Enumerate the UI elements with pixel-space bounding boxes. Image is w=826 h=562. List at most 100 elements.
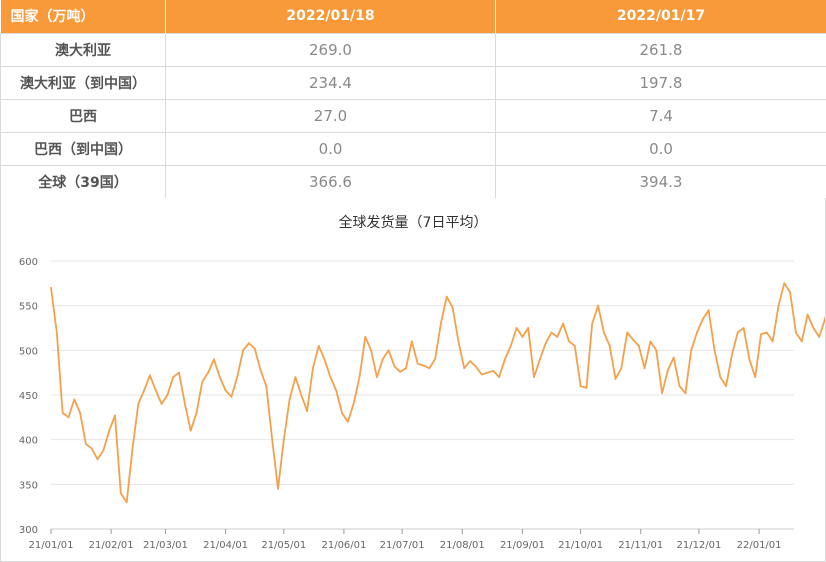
data-point [352, 403, 355, 405]
data-point [335, 389, 338, 392]
x-tick-label: 22/01/01 [737, 540, 782, 551]
data-point [713, 349, 716, 352]
data-point [795, 331, 797, 334]
data-point [277, 487, 279, 490]
data-point [218, 376, 221, 378]
data-point [242, 349, 245, 352]
data-point [451, 306, 454, 309]
data-point [748, 358, 751, 361]
data-point [114, 414, 116, 417]
table-row: 澳大利亚 269.0 261.8 [0, 32, 826, 67]
table-row: 全球（39国） 366.6 394.3 [0, 164, 826, 199]
row-name: 澳大利亚（到中国） [0, 65, 166, 100]
data-point [765, 331, 768, 334]
data-table: 国家（万吨） 2022/01/18 2022/01/17 澳大利亚 269.0 … [0, 0, 826, 199]
data-point [61, 412, 64, 414]
data-point [108, 429, 111, 432]
data-point [678, 385, 681, 387]
x-tick-label: 21/01/01 [29, 540, 74, 551]
x-tick-label: 21/03/01 [143, 540, 188, 551]
data-point [376, 376, 378, 378]
x-tick-label: 21/02/01 [89, 540, 134, 551]
data-point [178, 371, 180, 374]
data-point [562, 322, 564, 325]
data-point [771, 340, 774, 343]
data-point [544, 342, 547, 345]
x-tick-label: 21/09/01 [500, 540, 545, 551]
row-value-1: 0.0 [165, 131, 496, 166]
data-point [434, 358, 436, 361]
data-point [474, 365, 477, 368]
row-value-2: 394.3 [495, 164, 826, 199]
data-point [172, 376, 175, 378]
data-point [207, 371, 210, 374]
table-row: 巴西 27.0 7.4 [0, 98, 826, 133]
data-point [504, 358, 506, 361]
data-point [492, 370, 495, 372]
data-point [329, 376, 332, 378]
data-point [701, 318, 704, 320]
data-point [137, 403, 140, 405]
data-point [102, 449, 105, 452]
data-point [626, 331, 629, 334]
data-point [73, 398, 76, 401]
data-point [556, 336, 559, 338]
x-tick-label: 21/06/01 [321, 540, 366, 551]
data-point [643, 367, 646, 370]
data-point [707, 309, 710, 311]
data-point [533, 376, 535, 378]
data-point [515, 327, 518, 329]
data-point [370, 349, 372, 352]
y-tick-label: 550 [19, 302, 38, 313]
data-point [131, 447, 134, 450]
data-point [539, 358, 541, 361]
data-point [684, 392, 687, 395]
data-point [416, 362, 419, 365]
row-value-2: 261.8 [495, 32, 826, 67]
data-point [195, 412, 198, 414]
data-point [67, 416, 70, 419]
data-point [294, 376, 297, 378]
data-point [364, 336, 367, 338]
data-point [469, 360, 471, 362]
data-point [405, 367, 407, 370]
data-point [79, 412, 81, 414]
data-point [661, 392, 663, 395]
data-point [777, 304, 780, 307]
data-point [620, 367, 623, 370]
x-tick-label: 21/05/01 [261, 540, 306, 551]
data-point [85, 443, 87, 445]
data-point [812, 327, 815, 329]
data-point [399, 370, 402, 373]
data-point [632, 338, 634, 341]
data-point [754, 376, 757, 378]
y-tick-label: 600 [19, 257, 38, 268]
data-point [690, 349, 693, 352]
data-point [358, 376, 361, 378]
y-tick-label: 400 [19, 436, 38, 447]
data-point [789, 291, 791, 294]
data-point [521, 336, 524, 338]
series-layer [50, 282, 825, 504]
data-point [271, 438, 274, 441]
data-point [96, 458, 99, 461]
data-point [696, 331, 698, 334]
row-name: 巴西（到中国） [0, 131, 166, 166]
data-point [527, 327, 530, 329]
data-point [818, 336, 821, 338]
data-point [323, 358, 326, 361]
data-point [655, 349, 658, 352]
data-point [346, 420, 349, 423]
data-point [317, 345, 320, 347]
header-date-1: 2022/01/18 [165, 0, 496, 33]
data-point [603, 331, 605, 334]
x-tick-label: 21/08/01 [440, 540, 485, 551]
data-point [166, 394, 169, 396]
data-point [760, 333, 762, 336]
header-country: 国家（万吨） [0, 0, 166, 33]
x-tick-label: 21/11/01 [618, 540, 663, 551]
data-point [550, 331, 553, 334]
data-point [428, 367, 431, 370]
data-point [381, 358, 384, 361]
data-point [410, 340, 413, 343]
